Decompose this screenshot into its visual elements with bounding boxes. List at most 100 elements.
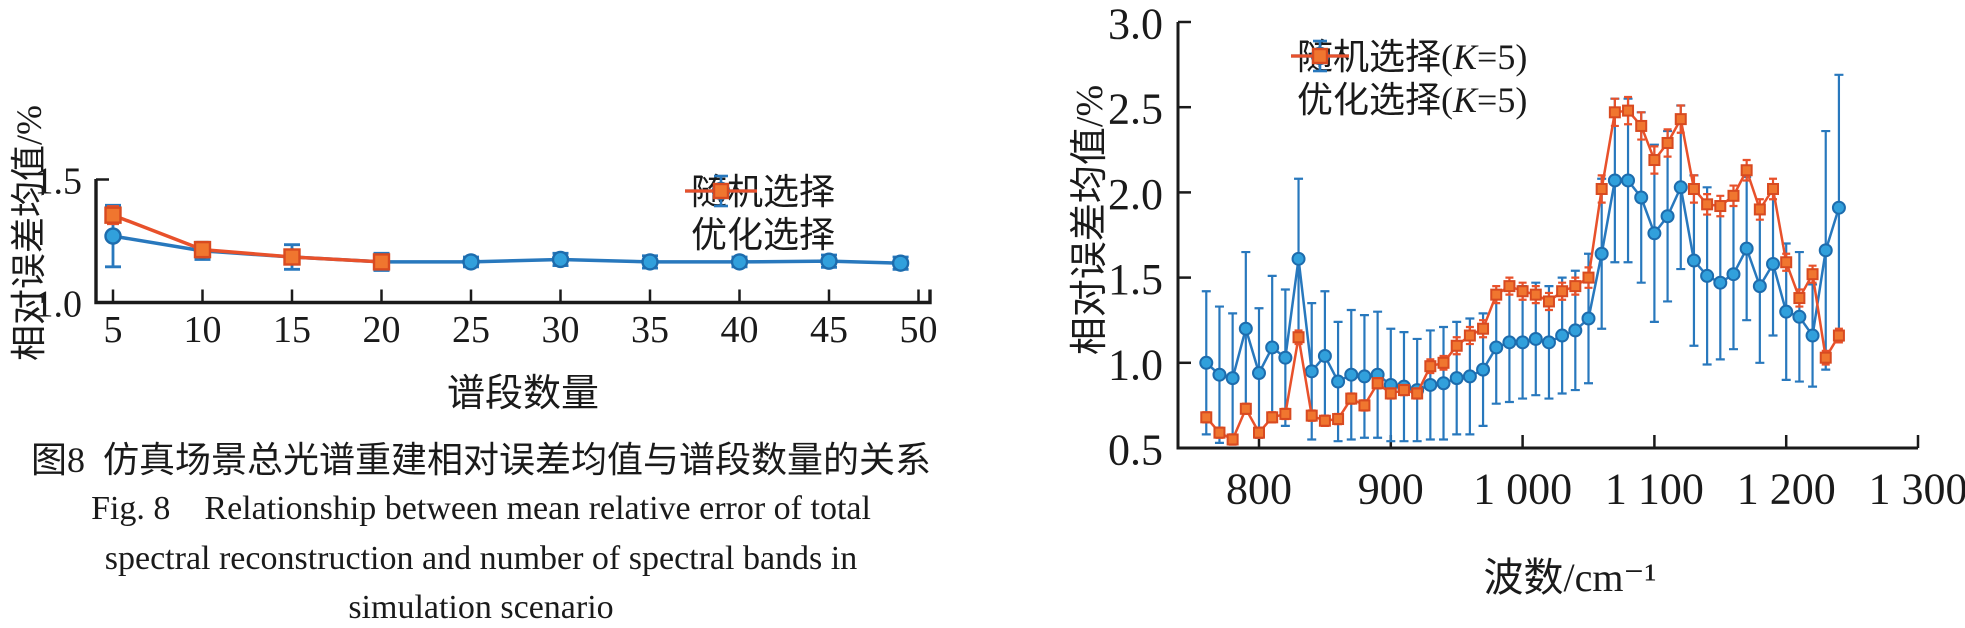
x-tick-label: 1 200 [1737, 465, 1836, 514]
data-point-marker [1555, 328, 1570, 343]
data-point-marker [104, 206, 122, 224]
data-point-marker [1436, 376, 1451, 391]
data-point-marker [372, 253, 391, 271]
legend-item-optimized: 优化选择(K=5) [1291, 47, 1528, 121]
data-point-marker [1673, 180, 1688, 195]
data-point-marker [1595, 182, 1608, 195]
legend-label: 优化选择 [691, 214, 836, 255]
left-y-axis-label: 相对误差均值/% [9, 105, 49, 361]
y-tick-label: 3.0 [1108, 0, 1163, 49]
data-point-marker [1740, 164, 1753, 177]
series-line [112, 213, 382, 264]
data-point-marker [1648, 154, 1661, 167]
data-point-marker [891, 254, 910, 272]
data-point-marker [1556, 285, 1569, 298]
data-point-marker [1502, 335, 1517, 350]
data-point-marker [1265, 340, 1280, 355]
data-point-marker [1503, 280, 1516, 293]
right-x-axis-label: 波数/cm⁻¹ [1483, 555, 1657, 600]
data-point-marker [1806, 268, 1819, 281]
x-tick-label: 1 300 [1869, 465, 1965, 514]
data-point-marker [1411, 387, 1424, 400]
y-tick-label: 1.5 [35, 161, 83, 203]
data-point-marker [1266, 411, 1279, 424]
data-point-marker [1622, 104, 1635, 117]
square-errorbar-marker-icon [1291, 47, 1349, 65]
data-point-marker [1304, 364, 1319, 379]
x-tick-label: 1 000 [1473, 465, 1572, 514]
data-point-marker [1766, 256, 1781, 271]
caption-english-line3: simulation scenario [348, 589, 614, 626]
left-x-axis-label: 谱段数量 [446, 373, 599, 415]
data-point-marker [1278, 350, 1293, 365]
data-point-marker [1397, 384, 1410, 397]
data-point-marker [462, 253, 480, 271]
caption-chinese: 图8 仿真场景总光谱重建相对误差均值与谱段数量的关系 [30, 440, 931, 480]
x-tick-label: 45 [810, 309, 848, 351]
data-point-marker [1569, 280, 1582, 293]
data-point-marker [1542, 295, 1555, 308]
data-point-marker [1292, 331, 1305, 344]
data-point-marker [283, 248, 301, 266]
data-point-marker [1462, 369, 1477, 384]
data-point-marker [1371, 377, 1384, 390]
series-optimized [104, 205, 391, 271]
data-point-marker [193, 240, 212, 259]
data-point-marker [1753, 203, 1766, 216]
data-point-marker [1199, 355, 1214, 370]
data-point-marker [1701, 198, 1714, 211]
data-point-marker [1582, 271, 1595, 284]
data-point-marker [1331, 374, 1346, 389]
data-point-marker [1528, 331, 1543, 346]
x-tick-label: 1 100 [1605, 465, 1704, 514]
data-point-marker [1225, 371, 1240, 386]
x-tick-label: 30 [542, 309, 580, 351]
series-optimized [1200, 95, 1845, 446]
right-y-axis-label: 相对误差均值/% [1069, 84, 1111, 356]
data-point-marker [1449, 371, 1464, 386]
legend-label: 随机选择(K=5) [1297, 36, 1528, 77]
data-point-marker [1739, 241, 1754, 256]
y-tick-label: 1.0 [1108, 340, 1163, 389]
data-point-marker [1635, 119, 1648, 132]
data-point-marker [1660, 209, 1675, 224]
data-point-marker [1463, 329, 1476, 342]
caption-english-line1: Fig. 8 Relationship between mean relativ… [91, 490, 871, 527]
x-tick-label: 40 [721, 309, 759, 351]
x-tick-label: 10 [184, 309, 222, 351]
data-point-marker [1700, 268, 1715, 283]
data-point-marker [1515, 335, 1530, 350]
legend-item-optimized: 优化选择 [685, 182, 836, 256]
x-tick-label: 25 [452, 309, 490, 351]
data-point-marker [1450, 339, 1463, 352]
data-point-marker [1252, 366, 1266, 381]
x-tick-label: 5 [104, 309, 123, 351]
data-point-marker [1424, 360, 1437, 373]
data-point-marker [1318, 414, 1331, 427]
data-point-marker [551, 250, 570, 269]
data-point-marker [1384, 387, 1397, 400]
y-tick-label: 1.0 [35, 284, 83, 326]
series-random [1199, 73, 1846, 444]
left-chart-legend: 随机选择 优化选择 [685, 170, 835, 256]
data-point-marker [1490, 288, 1503, 301]
square-errorbar-marker-icon [685, 182, 757, 200]
data-point-marker [1489, 340, 1504, 355]
legend-label: 优化选择(K=5) [1297, 79, 1528, 120]
figure-caption: 图8 仿真场景总光谱重建相对误差均值与谱段数量的关系 Fig. 8 Relati… [0, 436, 962, 628]
x-tick-label: 900 [1358, 465, 1424, 514]
data-point-marker [1780, 256, 1793, 269]
x-tick-label: 50 [900, 309, 938, 351]
data-point-marker [1687, 182, 1700, 195]
right-chart-legend: 随机选择(K=5) 优化选择(K=5) [1291, 35, 1527, 121]
data-point-marker [1661, 136, 1674, 149]
caption-english-line2: spectral reconstruction and number of sp… [104, 540, 858, 577]
y-tick-label: 0.5 [1108, 426, 1163, 475]
x-tick-label: 35 [631, 309, 669, 351]
data-point-marker [1541, 335, 1556, 350]
data-point-marker [820, 252, 838, 270]
data-point-marker [1581, 311, 1596, 326]
data-point-marker [1476, 362, 1491, 377]
y-tick-label: 1.5 [1108, 255, 1163, 304]
